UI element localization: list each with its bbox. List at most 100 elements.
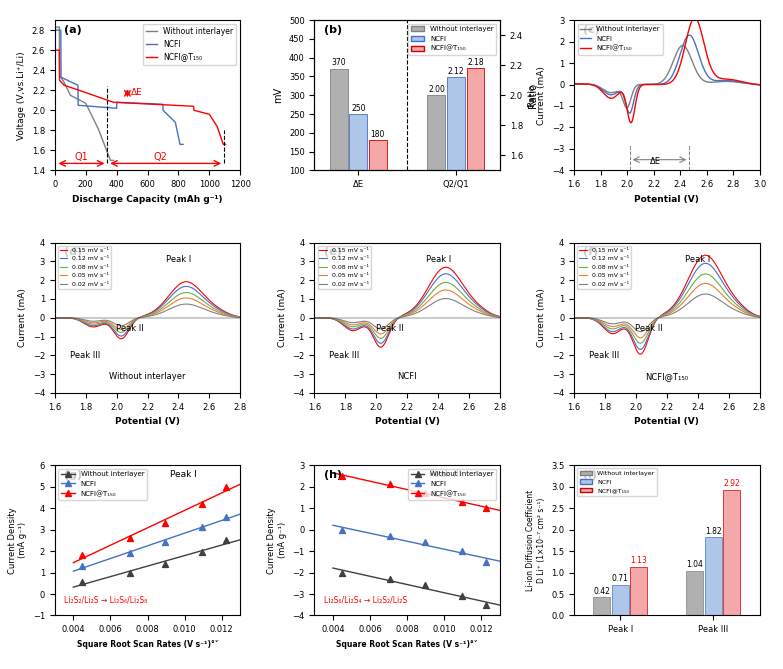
Point [76,550,88,561]
Text: Q1: Q1 [75,153,88,163]
Text: Peak II: Peak II [635,324,663,332]
Point [335,567,348,578]
Point [76,561,88,571]
X-axis label: Potential (V): Potential (V) [634,195,699,203]
Text: Li₂S₂/Li₂S → Li₂S₆/Li₂S₈: Li₂S₂/Li₂S → Li₂S₆/Li₂S₈ [64,596,147,605]
Y-axis label: Voltage (V,vs.Li⁺/Li): Voltage (V,vs.Li⁺/Li) [17,51,27,140]
Point [384,479,396,490]
Point [124,567,136,578]
X-axis label: Potential (V): Potential (V) [115,417,180,426]
Point [384,531,396,541]
Text: (e): (e) [323,247,341,257]
Y-axis label: mV: mV [273,87,283,103]
Text: (d): (d) [64,247,82,257]
Text: NCFI@T₁₅₀: NCFI@T₁₅₀ [645,372,688,381]
Point [335,524,348,535]
Text: 180: 180 [370,130,385,139]
Point [456,546,468,557]
Bar [705,537,722,615]
Point [159,537,171,548]
Bar [447,77,465,171]
Point [76,577,88,587]
Text: 2.12: 2.12 [448,67,464,76]
Legend: 0.15 mV s⁻¹, 0.12 mV s⁻¹, 0.08 mV s⁻¹, 0.05 mV s⁻¹, 0.02 mV s⁻¹: 0.15 mV s⁻¹, 0.12 mV s⁻¹, 0.08 mV s⁻¹, 0… [318,246,371,289]
Legend: Without interlayer, NCFI, NCFI@T₁₅₀: Without interlayer, NCFI, NCFI@T₁₅₀ [408,23,496,55]
Y-axis label: Ratio
Current (mA): Ratio Current (mA) [527,66,547,124]
Point [480,599,493,610]
Text: Peak I: Peak I [166,255,191,264]
Text: 0.71: 0.71 [612,574,629,583]
Bar [428,95,446,171]
Bar [630,567,648,615]
Text: (b): (b) [323,25,342,35]
Point [196,547,208,557]
Text: Peak III: Peak III [70,351,100,360]
Point [159,559,171,569]
Text: Li₂S₆/Li₂S₄ → Li₂S₂/Li₂S: Li₂S₆/Li₂S₄ → Li₂S₂/Li₂S [323,596,407,605]
Text: 1.04: 1.04 [686,560,703,569]
Y-axis label: Li-ion Diffusion Coefficient
D Li⁺ (1×10⁻⁷ cm² s⁻¹): Li-ion Diffusion Coefficient D Li⁺ (1×10… [526,490,546,591]
Text: Peak I: Peak I [685,255,711,264]
X-axis label: Square Root Scan Rates (V s⁻¹)°˅: Square Root Scan Rates (V s⁻¹)°˅ [77,640,218,649]
Point [124,533,136,543]
Point [159,518,171,529]
Text: Peak II: Peak II [376,324,403,332]
Text: 1.82: 1.82 [705,527,721,536]
Text: Q2: Q2 [153,153,168,163]
Text: Without interlayer: Without interlayer [110,372,186,381]
Text: Peak II: Peak II [116,324,144,332]
Y-axis label: Current Density
(mA g⁻¹): Current Density (mA g⁻¹) [8,507,27,573]
Y-axis label: Current (mA): Current (mA) [278,288,287,347]
Text: (c): (c) [583,25,601,35]
Point [480,502,493,513]
Legend: 0.15 mV s⁻¹, 0.12 mV s⁻¹, 0.08 mV s⁻¹, 0.05 mV s⁻¹, 0.02 mV s⁻¹: 0.15 mV s⁻¹, 0.12 mV s⁻¹, 0.08 mV s⁻¹, 0… [58,246,111,289]
Text: 250: 250 [351,104,366,112]
Text: (a): (a) [64,25,82,35]
Bar [330,69,348,171]
Text: 0.42: 0.42 [594,587,610,595]
Legend: Without interlayer, NCFI, NCFI@T₁₅₀: Without interlayer, NCFI, NCFI@T₁₅₀ [58,468,147,500]
Legend: Without interlayer, NCFI, NCFI@T₁₅₀: Without interlayer, NCFI, NCFI@T₁₅₀ [578,23,662,55]
Text: NCFI: NCFI [397,372,417,381]
Text: (f): (f) [583,247,598,257]
X-axis label: Square Root Scan Rates (V s⁻¹)°˅: Square Root Scan Rates (V s⁻¹)°˅ [337,640,478,649]
Bar [369,140,387,171]
Text: 2.18: 2.18 [467,58,484,67]
Point [220,511,233,522]
Bar [723,490,740,615]
Point [196,498,208,509]
Y-axis label: Current (mA): Current (mA) [537,288,547,347]
X-axis label: Potential (V): Potential (V) [634,417,699,426]
Bar [612,585,629,615]
Point [418,488,431,498]
Text: ΔE: ΔE [131,88,143,97]
Bar [594,597,611,615]
Text: (h): (h) [323,470,342,480]
Y-axis label: Current (mA): Current (mA) [18,288,27,347]
Text: Peak I: Peak I [426,255,451,264]
Text: Peak I: Peak I [170,470,197,478]
Bar [686,571,703,615]
Point [456,496,468,507]
Text: Peak III: Peak III [429,470,461,478]
Text: 2.00: 2.00 [428,85,445,94]
Point [335,470,348,481]
Legend: Without interlayer, NCFI, NCFI@T₁₅₀: Without interlayer, NCFI, NCFI@T₁₅₀ [408,468,496,500]
Point [220,481,233,492]
Text: 1.13: 1.13 [630,556,648,565]
Text: 2.92: 2.92 [723,479,740,488]
Y-axis label: Current Density
(mA g⁻¹): Current Density (mA g⁻¹) [267,507,287,573]
Point [456,591,468,601]
Legend: Without interlayer, NCFI, NCFI@T₁₅₀: Without interlayer, NCFI, NCFI@T₁₅₀ [577,468,657,496]
Text: ΔE: ΔE [650,157,661,166]
Bar [467,68,485,171]
Text: 370: 370 [331,58,346,68]
Point [418,580,431,591]
X-axis label: Potential (V): Potential (V) [375,417,439,426]
Text: Peak III: Peak III [330,351,359,360]
Y-axis label: Ratio: Ratio [529,83,539,108]
Legend: 0.15 mV s⁻¹, 0.12 mV s⁻¹, 0.08 mV s⁻¹, 0.05 mV s⁻¹, 0.02 mV s⁻¹: 0.15 mV s⁻¹, 0.12 mV s⁻¹, 0.08 mV s⁻¹, 0… [577,246,630,289]
X-axis label: Discharge Capacity (mAh g⁻¹): Discharge Capacity (mAh g⁻¹) [72,195,223,203]
Text: (i): (i) [583,470,597,480]
Bar [349,114,367,171]
